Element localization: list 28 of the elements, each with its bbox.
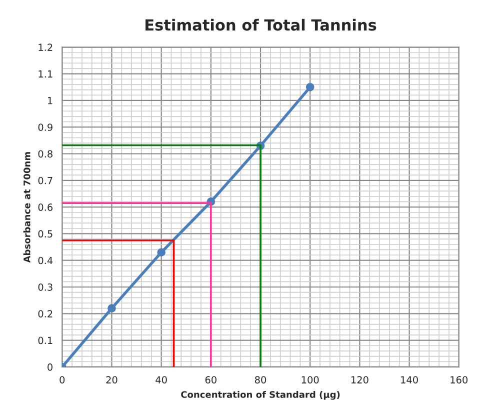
x-tick-label: 140 xyxy=(401,376,418,384)
point xyxy=(157,248,166,257)
y-tick-label: 0.9 xyxy=(38,124,52,131)
y-tick-label: 1.1 xyxy=(38,70,52,78)
x-tick-label: 20 xyxy=(106,376,118,384)
x-tick-label: 120 xyxy=(351,376,368,384)
y-tick-label: 0.7 xyxy=(38,176,52,184)
chart-title: Estimation of Total Tannins xyxy=(146,18,376,31)
y-tick-label: 0.8 xyxy=(38,150,52,158)
y-tick-label: 0.4 xyxy=(38,256,53,264)
point xyxy=(306,82,314,92)
x-tick-label: 80 xyxy=(254,376,266,384)
x-axis-title: Concentration of Standard (µg) xyxy=(181,390,340,400)
y-tick-label: 0 xyxy=(48,363,52,371)
y-tick-label: 0.2 xyxy=(38,310,52,318)
x-tick-label: 160 xyxy=(450,376,468,384)
y-tick-label: 0.3 xyxy=(38,283,52,291)
y-tick-label: 0.6 xyxy=(38,204,52,211)
x-tick-label: 100 xyxy=(302,376,319,384)
y-tick-label: 0.5 xyxy=(38,230,52,238)
x-tick-label: 0 xyxy=(60,376,65,384)
x-tick-label: 40 xyxy=(156,376,167,384)
x-tick-label: 60 xyxy=(205,376,216,384)
y-tick-label: 1.2 xyxy=(38,44,52,51)
y-axis-title: Absorbance at 700nm xyxy=(23,152,30,263)
y-tick-label: 0.1 xyxy=(38,336,52,344)
y-tick-label: 1 xyxy=(48,97,52,104)
point xyxy=(108,304,116,312)
